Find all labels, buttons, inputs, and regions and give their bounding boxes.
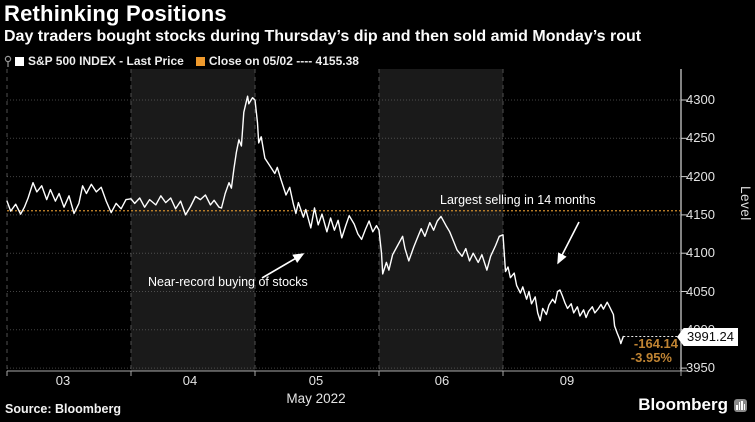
x-tick-label: 06 (434, 373, 450, 388)
legend-cursor-icon (4, 55, 12, 67)
net-change-label: -164.14 (633, 336, 678, 351)
last-price-tag: 3991.24 (677, 328, 738, 346)
chart-legend: S&P 500 INDEX - Last Price Close on 05/0… (3, 54, 371, 68)
bloomberg-media-icon (734, 398, 747, 412)
y-tick-label: 3950 (686, 360, 715, 376)
close-swatch-orange-icon (195, 56, 205, 66)
day-band (131, 69, 255, 371)
y-tick-label: 4100 (686, 245, 715, 261)
bloomberg-wordmark: Bloomberg (638, 395, 728, 414)
chart-title: Rethinking Positions (4, 1, 227, 26)
y-tick-label: 4150 (686, 206, 715, 222)
last-price-value: 3991.24 (687, 329, 734, 344)
x-tick-label: 09 (559, 373, 575, 388)
annotation-largest-selling: Largest selling in 14 months (440, 193, 596, 207)
y-tick-label: 4200 (686, 168, 715, 184)
close-legend-label: Close on 05/02 ---- 4155.38 (208, 54, 359, 68)
annotation-near-record-buying: Near-record buying of stocks (148, 275, 308, 289)
chart-subtitle: Day traders bought stocks during Thursda… (4, 28, 642, 45)
y-axis-title: Level (738, 186, 753, 221)
pct-change-label: -3.95% (630, 350, 672, 365)
series-legend-label: S&P 500 INDEX - Last Price (28, 54, 184, 68)
x-tick-label: 03 (55, 373, 71, 388)
day-band (7, 69, 131, 371)
source-credit: Source: Bloomberg (5, 402, 121, 416)
series-swatch-white-icon (15, 56, 24, 66)
x-axis-title: May 2022 (286, 391, 346, 406)
x-tick-label: 04 (182, 373, 198, 388)
price-line (6, 95, 624, 345)
day-band (503, 69, 681, 371)
bloomberg-logo: Bloomberg (638, 395, 747, 415)
y-tick-label: 4250 (686, 130, 715, 146)
day-band (379, 69, 503, 371)
selling-annotation-arrow (557, 221, 580, 265)
y-tick-label: 4300 (686, 92, 715, 107)
y-tick-label: 4050 (686, 283, 715, 299)
day-band (255, 69, 379, 371)
x-tick-label: 05 (308, 373, 324, 388)
